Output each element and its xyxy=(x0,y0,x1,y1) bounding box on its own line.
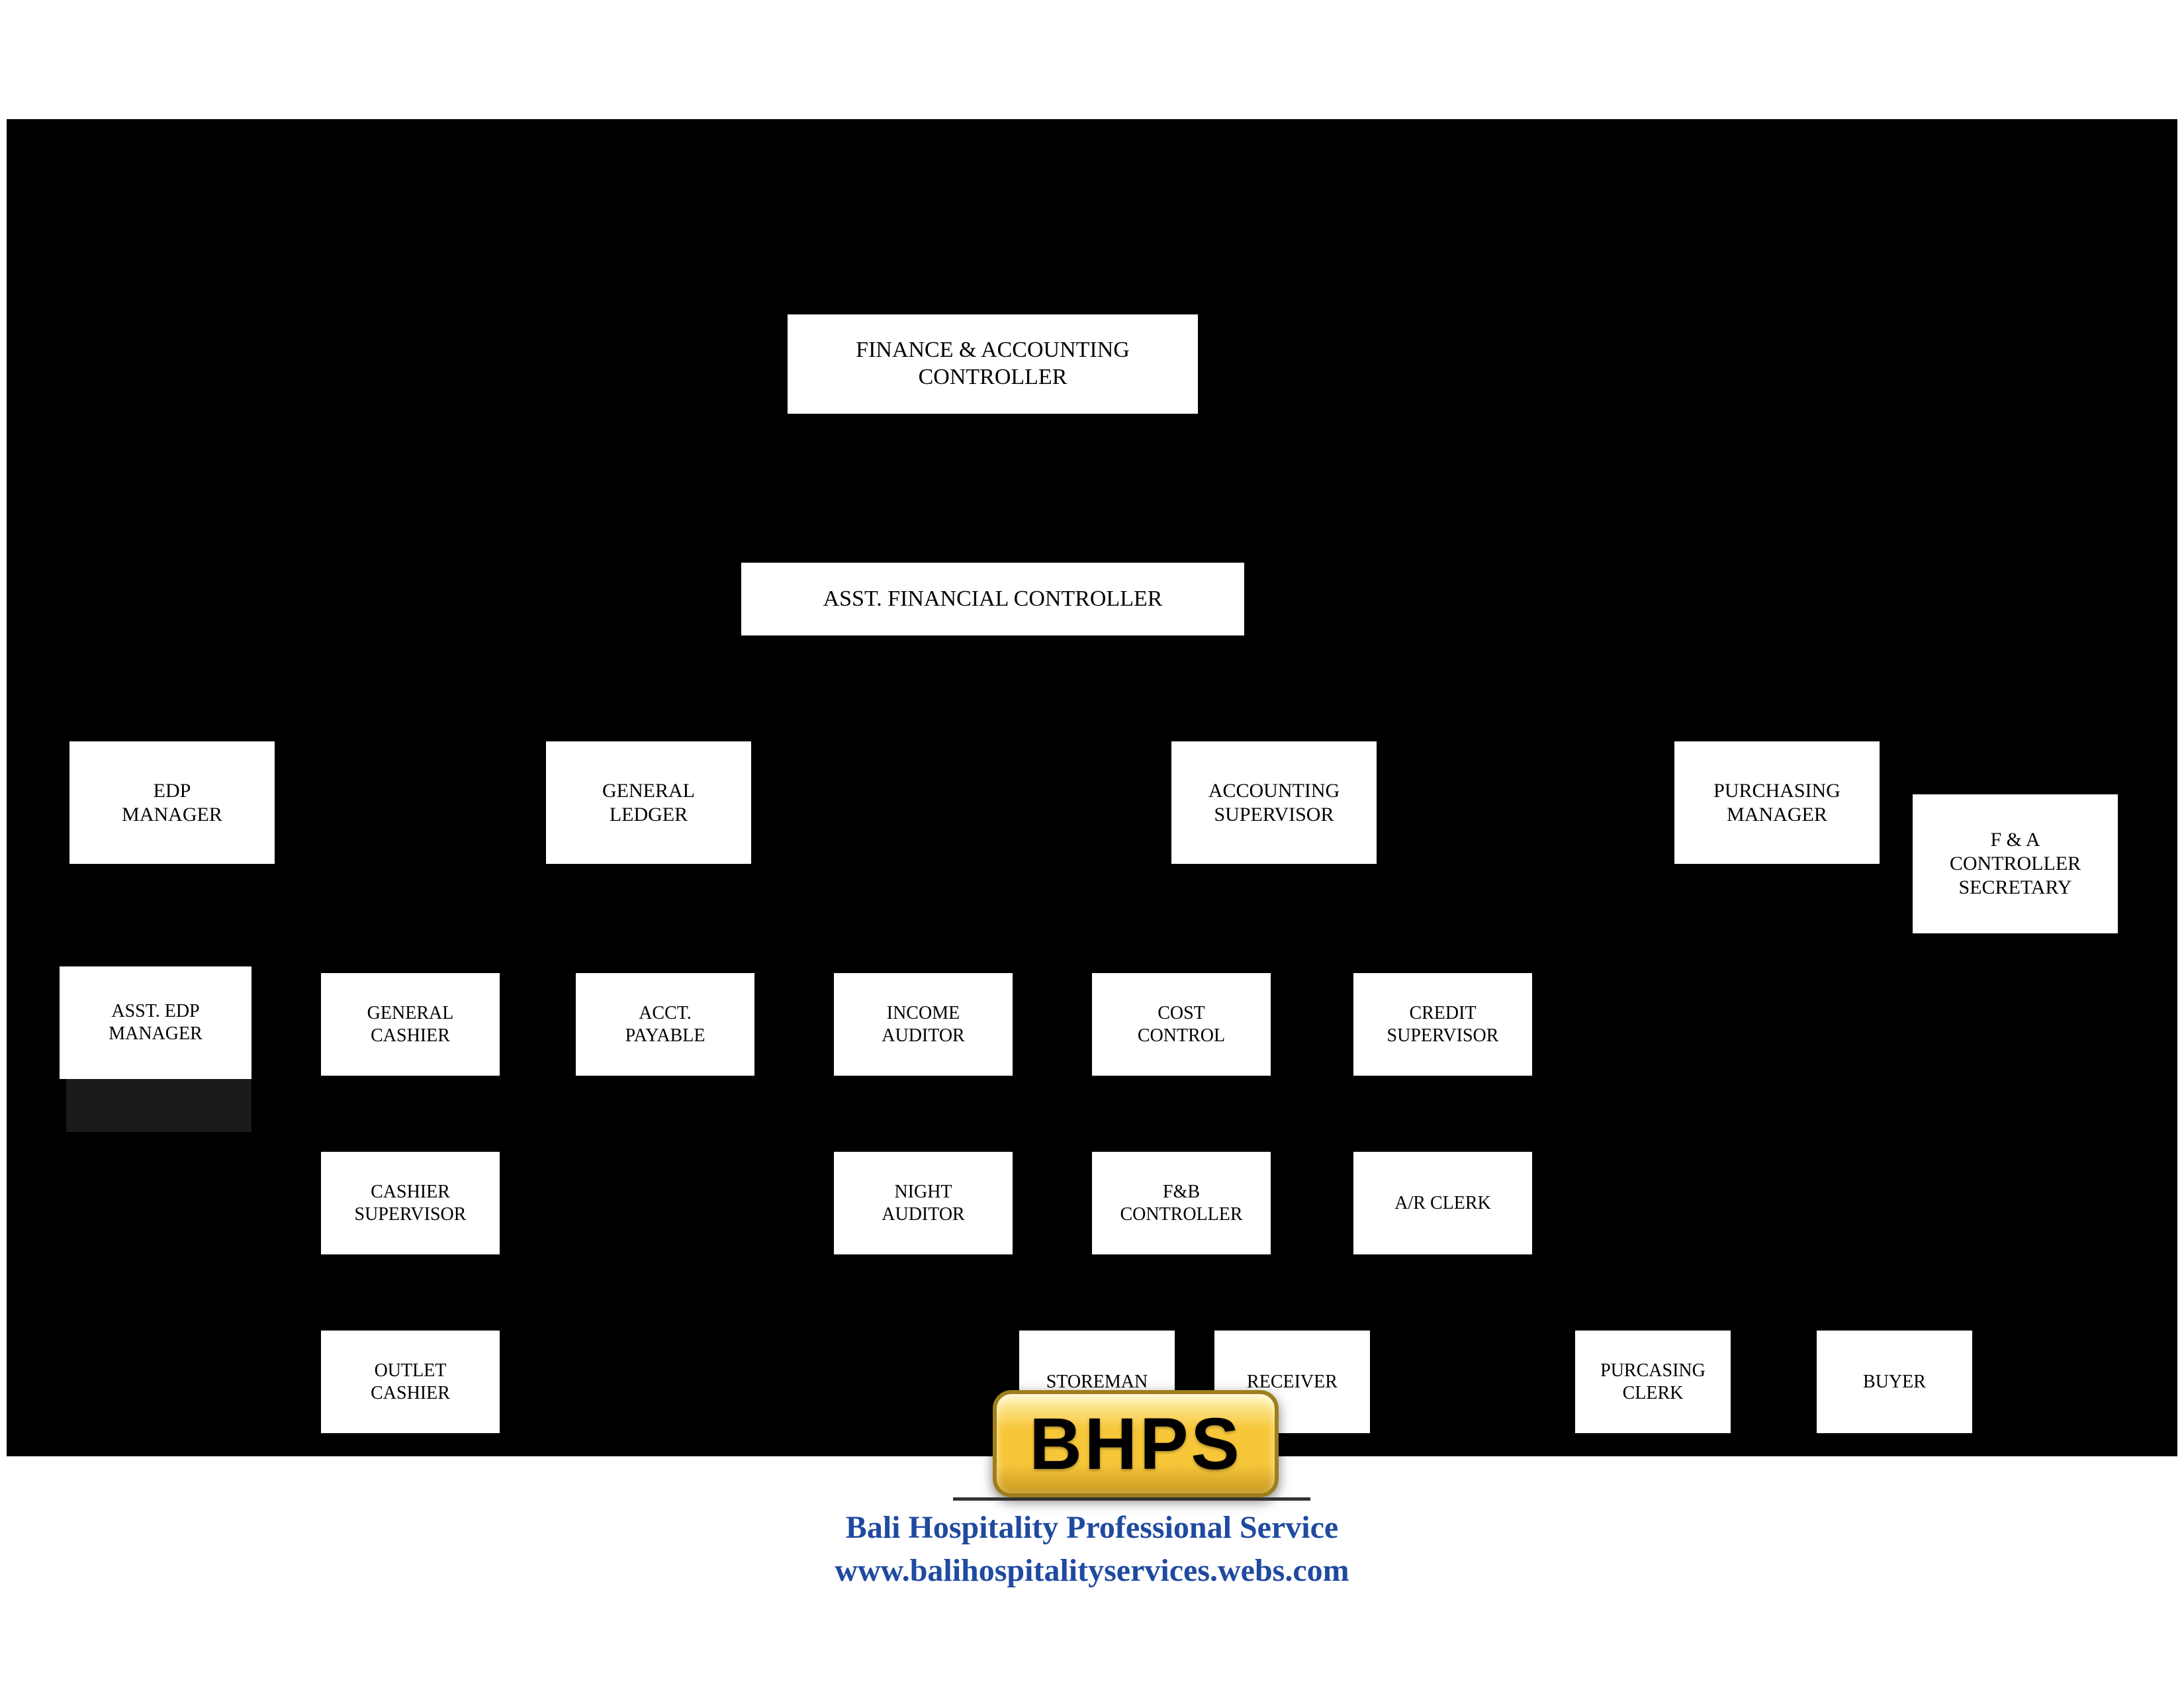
node-gc-label: GENERAL CASHIER xyxy=(367,1002,454,1047)
asst-edp-shadow xyxy=(66,1079,251,1132)
node-sec-label: F & A CONTROLLER SECRETARY xyxy=(1950,828,2081,900)
node-csh: CASHIER SUPERVISOR xyxy=(321,1152,500,1254)
bhps-badge: BHPS xyxy=(993,1390,1279,1497)
node-as-label: ACCOUNTING SUPERVISOR xyxy=(1208,779,1340,827)
node-gl-label: GENERAL LEDGER xyxy=(602,779,695,827)
node-ia: INCOME AUDITOR xyxy=(834,973,1013,1076)
node-afc: ASST. FINANCIAL CONTROLLER xyxy=(741,563,1244,635)
node-by: BUYER xyxy=(1817,1331,1972,1433)
node-afc-label: ASST. FINANCIAL CONTROLLER xyxy=(823,586,1163,613)
bhps-badge-text: BHPS xyxy=(1029,1402,1242,1486)
node-na-label: NIGHT AUDITOR xyxy=(882,1181,964,1225)
node-csh-label: CASHIER SUPERVISOR xyxy=(355,1181,467,1225)
node-na: NIGHT AUDITOR xyxy=(834,1152,1013,1254)
node-gl: GENERAL LEDGER xyxy=(546,741,751,864)
node-ap-label: ACCT. PAYABLE xyxy=(625,1002,705,1047)
node-pc-label: PURCASING CLERK xyxy=(1600,1360,1706,1404)
node-pm-label: PURCHASING MANAGER xyxy=(1713,779,1841,827)
node-ap: ACCT. PAYABLE xyxy=(576,973,754,1076)
node-cs: CREDIT SUPERVISOR xyxy=(1353,973,1532,1076)
node-pc: PURCASING CLERK xyxy=(1575,1331,1731,1433)
node-ar-label: A/R CLERK xyxy=(1394,1192,1490,1215)
node-by-label: BUYER xyxy=(1863,1371,1926,1393)
node-edp-label: EDP MANAGER xyxy=(122,779,222,827)
node-oc: OUTLET CASHIER xyxy=(321,1331,500,1433)
node-sec: F & A CONTROLLER SECRETARY xyxy=(1913,794,2118,933)
footer-title: Bali Hospitality Professional Service xyxy=(0,1509,2184,1546)
node-as: ACCOUNTING SUPERVISOR xyxy=(1171,741,1377,864)
node-oc-label: OUTLET CASHIER xyxy=(371,1360,450,1404)
node-pm: PURCHASING MANAGER xyxy=(1674,741,1880,864)
node-ia-label: INCOME AUDITOR xyxy=(882,1002,964,1047)
node-fc: FINANCE & ACCOUNTING CONTROLLER xyxy=(788,314,1198,414)
node-fbc: F&B CONTROLLER xyxy=(1092,1152,1271,1254)
node-cc-label: COST CONTROL xyxy=(1138,1002,1225,1047)
node-fbc-label: F&B CONTROLLER xyxy=(1120,1181,1242,1225)
node-cc: COST CONTROL xyxy=(1092,973,1271,1076)
node-gc: GENERAL CASHIER xyxy=(321,973,500,1076)
footer-url: www.balihospitalityservices.webs.com xyxy=(0,1552,2184,1589)
badge-underline xyxy=(953,1497,1310,1501)
node-aedp: ASST. EDP MANAGER xyxy=(60,966,251,1079)
node-edp: EDP MANAGER xyxy=(69,741,275,864)
node-cs-label: CREDIT SUPERVISOR xyxy=(1387,1002,1499,1047)
node-fc-label: FINANCE & ACCOUNTING CONTROLLER xyxy=(856,337,1130,391)
org-chart-canvas: FINANCE & ACCOUNTING CONTROLLER ASST. FIN… xyxy=(0,0,2184,1688)
node-aedp-label: ASST. EDP MANAGER xyxy=(109,1000,203,1045)
node-ar: A/R CLERK xyxy=(1353,1152,1532,1254)
